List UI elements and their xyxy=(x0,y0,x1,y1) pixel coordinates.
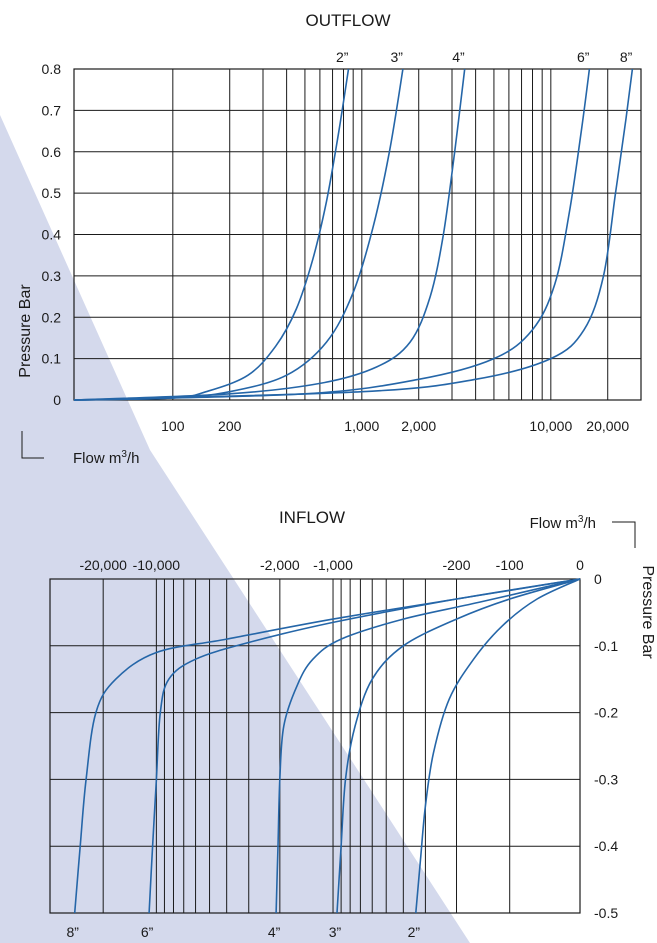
outflow-y-tick-label: 0.7 xyxy=(42,102,62,118)
inflow-series-line xyxy=(275,578,581,914)
outflow-y-tick-label: 0.6 xyxy=(42,144,62,160)
outflow-y-tick-label: 0 xyxy=(53,392,61,408)
inflow-y-tick-label: -0.1 xyxy=(594,638,618,654)
inflow-series-label: 3” xyxy=(329,924,342,940)
inflow-chart: INFLOW Flow m3/h 0 -0.1 -0.2 -0.3 -0.4 -0.5 -20,… xyxy=(49,508,656,940)
inflow-series-line xyxy=(336,578,581,914)
outflow-chart: OUTFLOW 0 0.1 0.2 0.3 0.4 0.5 0.6 0.7 0.8 100 200 1,… xyxy=(17,11,642,467)
inflow-series-line xyxy=(415,578,581,914)
outflow-x-tick-label: 200 xyxy=(218,418,242,434)
inflow-x-tick-label: 0 xyxy=(576,557,584,573)
outflow-series-label: 6” xyxy=(577,49,590,65)
outflow-series-label: 2” xyxy=(336,49,349,65)
inflow-y-axis-label: Pressure Bar xyxy=(639,565,656,659)
inflow-series-label: 2” xyxy=(408,924,421,940)
inflow-series-label: 4” xyxy=(268,924,281,940)
inflow-x-tick-label: -100 xyxy=(496,557,524,573)
outflow-title: OUTFLOW xyxy=(306,11,391,30)
inflow-y-tick-label: -0.4 xyxy=(594,838,618,854)
outflow-series-line xyxy=(73,68,466,401)
outflow-series-label: 8” xyxy=(620,49,633,65)
outflow-y-tick-label: 0.8 xyxy=(42,61,62,77)
inflow-x-tick-label: -1,000 xyxy=(313,557,353,573)
inflow-x-tick-label: -20,000 xyxy=(79,557,127,573)
outflow-y-axis-label: Pressure Bar xyxy=(17,284,34,378)
inflow-y-tick-label: 0 xyxy=(594,571,602,587)
outflow-x-tick-label: 10,000 xyxy=(529,418,572,434)
inflow-y-tick-label: -0.5 xyxy=(594,905,618,921)
inflow-series-line xyxy=(148,578,581,914)
outflow-series-label: 4” xyxy=(452,49,465,65)
outflow-y-tick-label: 0.3 xyxy=(42,268,62,284)
inflow-y-tick-label: -0.3 xyxy=(594,771,618,787)
inflow-x-tick-label: -10,000 xyxy=(133,557,181,573)
outflow-axis-corner-mark xyxy=(21,431,44,459)
outflow-y-tick-label: 0.1 xyxy=(42,351,62,367)
inflow-axis-corner-mark xyxy=(612,521,636,548)
outflow-series-label: 3” xyxy=(390,49,403,65)
inflow-series-label: 6” xyxy=(141,924,154,940)
background-band xyxy=(0,115,470,943)
outflow-x-tick-label: 20,000 xyxy=(586,418,629,434)
outflow-y-tick-label: 0.2 xyxy=(42,309,62,325)
outflow-x-tick-label: 100 xyxy=(161,418,185,434)
outflow-y-tick-label: 0.5 xyxy=(42,185,62,201)
outflow-series-line xyxy=(73,68,634,401)
inflow-title: INFLOW xyxy=(279,508,345,527)
inflow-x-tick-label: -2,000 xyxy=(260,557,300,573)
outflow-x-tick-label: 1,000 xyxy=(344,418,379,434)
inflow-series-label: 8” xyxy=(66,924,79,940)
outflow-y-tick-label: 0.4 xyxy=(42,227,62,243)
outflow-x-tick-label: 2,000 xyxy=(401,418,436,434)
inflow-x-axis-label: Flow m3/h xyxy=(530,514,596,532)
inflow-y-tick-label: -0.2 xyxy=(594,705,618,721)
outflow-x-axis-label: Flow m3/h xyxy=(73,449,139,467)
inflow-x-tick-label: -200 xyxy=(442,557,470,573)
